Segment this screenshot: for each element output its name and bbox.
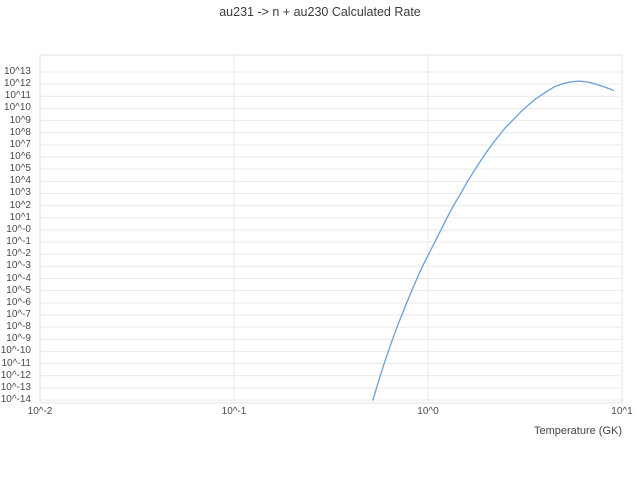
y-tick-label: 10^-5 bbox=[6, 284, 31, 296]
plot-frame bbox=[39, 54, 623, 404]
y-tick-label: 10^5 bbox=[9, 163, 31, 175]
y-tick-label: 10^10 bbox=[4, 102, 31, 114]
y-tick-label: 10^8 bbox=[9, 126, 31, 138]
y-tick-label: 10^-11 bbox=[1, 357, 31, 369]
y-tick-label: 10^-1 bbox=[6, 236, 31, 248]
y-tick-label: 10^-9 bbox=[6, 333, 31, 345]
chart-title: au231 -> n + au230 Calculated Rate bbox=[219, 5, 421, 19]
y-tick-label: 10^13 bbox=[4, 66, 31, 77]
y-tick-label: 10^3 bbox=[9, 187, 31, 199]
y-tick-label: 10^-7 bbox=[6, 308, 31, 320]
y-tick-label: 10^-14 bbox=[0, 394, 31, 405]
x-tick-label: 10^-2 bbox=[27, 406, 53, 417]
y-tick-label: 10^11 bbox=[4, 90, 31, 102]
y-tick-label: 10^4 bbox=[9, 175, 31, 187]
y-tick-label: 10^-12 bbox=[0, 369, 31, 381]
y-tick-label: 10^1 bbox=[9, 211, 31, 223]
y-tick-label: 10^-0 bbox=[6, 223, 31, 235]
x-tick-label: 10^1 bbox=[611, 406, 633, 417]
x-axis-label: Temperature (GK) bbox=[533, 425, 622, 437]
y-tick-label: 10^2 bbox=[9, 199, 31, 211]
y-tick-label: 10^-13 bbox=[0, 381, 31, 393]
y-tick-label: 10^7 bbox=[9, 138, 31, 150]
x-tick-label: 10^-1 bbox=[221, 406, 247, 417]
x-tick-label: 10^0 bbox=[417, 406, 439, 417]
y-tick-label: 10^9 bbox=[9, 114, 31, 126]
rate-curve bbox=[372, 80, 614, 401]
y-tick-label: 10^6 bbox=[9, 151, 31, 163]
y-tick-label: 10^12 bbox=[4, 78, 31, 90]
y-tick-label: 10^-3 bbox=[6, 260, 31, 272]
y-tick-label: 10^-6 bbox=[6, 296, 31, 308]
y-tick-label: 10^-8 bbox=[6, 321, 31, 333]
y-tick-label: 10^-4 bbox=[6, 272, 31, 284]
y-tick-label: 10^-2 bbox=[6, 248, 31, 260]
y-tick-label: 10^-10 bbox=[0, 345, 31, 357]
